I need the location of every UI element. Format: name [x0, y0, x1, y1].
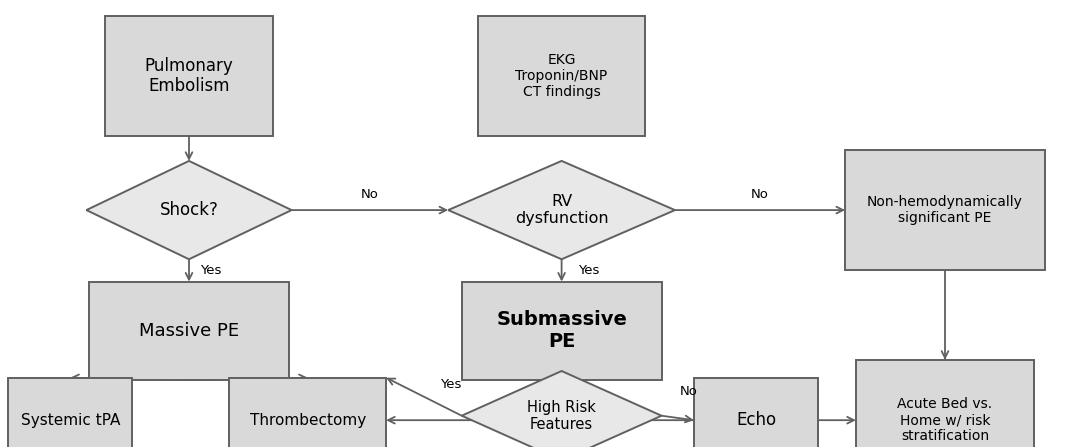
FancyBboxPatch shape	[89, 282, 289, 380]
Text: Yes: Yes	[200, 264, 221, 277]
Text: No: No	[679, 384, 698, 398]
Polygon shape	[462, 371, 661, 447]
Polygon shape	[86, 161, 292, 259]
Text: Shock?: Shock?	[160, 201, 218, 219]
Text: No: No	[361, 188, 379, 201]
Text: Thrombectomy: Thrombectomy	[249, 413, 366, 428]
Text: Yes: Yes	[578, 264, 599, 277]
FancyBboxPatch shape	[462, 282, 661, 380]
Text: Submassive
PE: Submassive PE	[496, 310, 627, 351]
Text: High Risk
Features: High Risk Features	[527, 400, 596, 432]
Text: Pulmonary
Embolism: Pulmonary Embolism	[145, 57, 233, 95]
Text: EKG
Troponin/BNP
CT findings: EKG Troponin/BNP CT findings	[515, 53, 608, 99]
FancyBboxPatch shape	[693, 378, 819, 447]
Polygon shape	[448, 161, 675, 259]
Text: No: No	[751, 188, 769, 201]
Text: Non-hemodynamically
significant PE: Non-hemodynamically significant PE	[867, 195, 1023, 225]
FancyBboxPatch shape	[477, 16, 646, 136]
Text: RV
dysfunction: RV dysfunction	[515, 194, 608, 226]
Text: Acute Bed vs.
Home w/ risk
stratification: Acute Bed vs. Home w/ risk stratificatio…	[897, 397, 993, 443]
FancyBboxPatch shape	[855, 360, 1034, 447]
FancyBboxPatch shape	[9, 378, 133, 447]
Text: Yes: Yes	[441, 378, 461, 391]
Text: Echo: Echo	[735, 411, 777, 429]
FancyBboxPatch shape	[846, 150, 1045, 270]
FancyBboxPatch shape	[105, 16, 272, 136]
Text: Massive PE: Massive PE	[139, 322, 239, 340]
Text: Systemic tPA: Systemic tPA	[21, 413, 120, 428]
FancyBboxPatch shape	[229, 378, 386, 447]
